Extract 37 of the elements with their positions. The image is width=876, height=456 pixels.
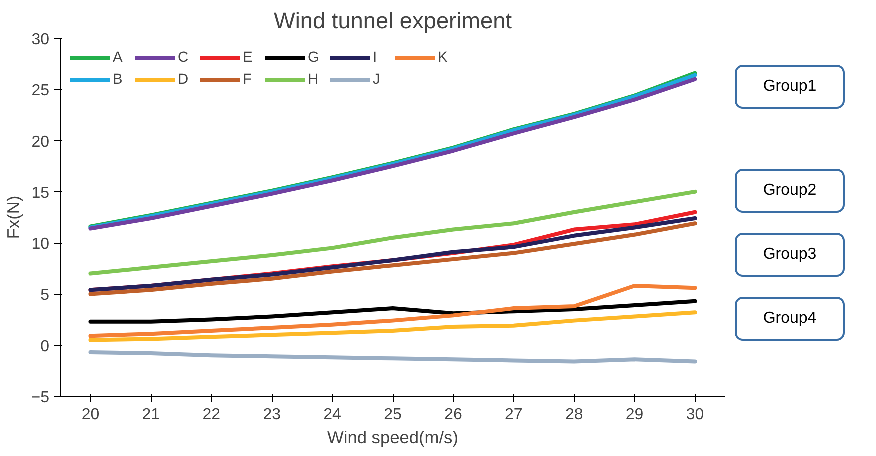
y-tick-label: 15 (32, 184, 50, 202)
x-tick-label: 26 (444, 406, 462, 424)
legend-label: D (178, 72, 190, 88)
text: Group2 (735, 169, 845, 213)
x-tick-label: 20 (82, 406, 100, 424)
text: Group1 (735, 65, 845, 109)
legend-label: C (178, 50, 190, 66)
y-tick-label: 5 (40, 287, 50, 304)
text: Group4 (735, 297, 845, 341)
y-axis-title: Fx(N) (3, 196, 24, 240)
y-tick-label: −5 (31, 390, 50, 406)
x-tick-label: 27 (505, 406, 523, 424)
x-tick-label: 28 (565, 406, 584, 424)
text: Group3 (735, 233, 845, 277)
y-tick-label: 10 (32, 236, 50, 254)
x-tick-label: 22 (202, 406, 221, 424)
x-tick-label: 23 (263, 406, 282, 424)
chart-title: Wind tunnel experiment (274, 8, 513, 34)
x-axis-title: Wind speed(m/s) (328, 428, 458, 448)
y-tick-label: 30 (32, 32, 50, 48)
legend-label: H (308, 72, 320, 88)
legend-label: J (373, 72, 382, 88)
x-tick-label: 29 (626, 406, 644, 424)
y-tick-label: 0 (40, 338, 50, 356)
y-tick-label: 25 (32, 82, 50, 100)
legend-label: E (243, 50, 254, 66)
legend-label: B (113, 72, 124, 88)
legend-label: K (438, 50, 449, 66)
x-tick-label: 24 (324, 406, 342, 424)
legend-label: I (373, 50, 378, 66)
legend-label: G (308, 50, 320, 66)
legend-label: A (113, 50, 124, 66)
y-tick-label: 20 (32, 134, 50, 151)
x-tick-label: 25 (384, 406, 402, 424)
legend-label: F (243, 72, 253, 88)
x-tick-label: 30 (686, 406, 704, 424)
x-tick-label: 21 (142, 406, 160, 424)
